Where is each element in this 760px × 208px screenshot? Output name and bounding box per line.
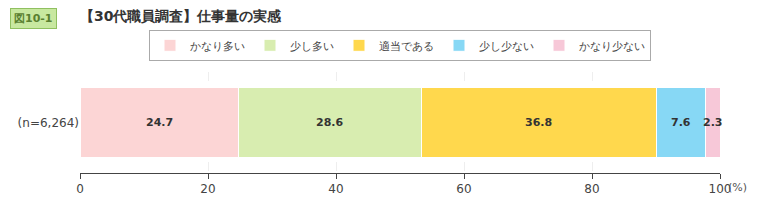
svg-text:少し多い: 少し多い [290,40,334,53]
svg-text:24.7: 24.7 [146,116,173,129]
svg-text:100: 100 [709,182,732,196]
svg-text:【30代職員調査】仕事量の実感: 【30代職員調査】仕事量の実感 [80,8,282,24]
svg-text:36.8: 36.8 [525,116,552,129]
svg-text:かなり少ない: かなり少ない [579,40,645,53]
svg-text:60: 60 [456,182,471,196]
svg-text:図10-1: 図10-1 [14,12,53,25]
svg-text:2.3: 2.3 [703,116,723,129]
svg-text:7.6: 7.6 [671,116,691,129]
svg-text:80: 80 [584,182,599,196]
svg-text:28.6: 28.6 [316,116,343,129]
svg-text:かなり多い: かなり多い [190,40,245,53]
svg-text:0: 0 [76,182,84,196]
svg-text:(%): (%) [728,181,747,194]
svg-text:20: 20 [200,182,215,196]
svg-text:少し少ない: 少し少ない [479,40,534,53]
svg-text:(n=6,264): (n=6,264) [18,116,79,130]
svg-text:適当である: 適当である [379,40,434,53]
svg-text:40: 40 [328,182,343,196]
